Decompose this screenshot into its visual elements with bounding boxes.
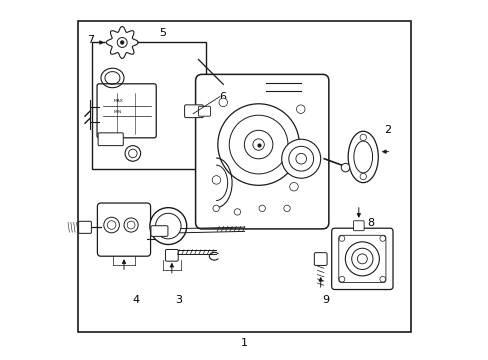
Circle shape — [351, 248, 372, 270]
Text: 3: 3 — [175, 295, 182, 305]
Text: 1: 1 — [241, 338, 247, 348]
FancyBboxPatch shape — [97, 203, 150, 256]
Text: MIN: MIN — [113, 110, 122, 114]
FancyBboxPatch shape — [184, 105, 203, 118]
Text: 6: 6 — [219, 92, 226, 102]
Circle shape — [124, 218, 138, 232]
Circle shape — [155, 213, 181, 239]
Ellipse shape — [347, 131, 378, 183]
Circle shape — [252, 139, 264, 150]
Text: 5: 5 — [159, 28, 166, 38]
Circle shape — [127, 221, 135, 229]
Circle shape — [212, 205, 219, 212]
Circle shape — [345, 242, 379, 276]
FancyBboxPatch shape — [98, 133, 123, 145]
Ellipse shape — [353, 141, 372, 173]
Circle shape — [117, 37, 127, 48]
Bar — [92, 42, 205, 169]
Circle shape — [107, 221, 116, 229]
Circle shape — [244, 130, 272, 159]
Polygon shape — [106, 27, 138, 58]
Circle shape — [125, 145, 141, 161]
Text: 7: 7 — [86, 35, 94, 45]
Circle shape — [283, 205, 290, 212]
Circle shape — [149, 208, 186, 244]
Circle shape — [128, 149, 137, 158]
Text: 8: 8 — [366, 217, 373, 228]
FancyBboxPatch shape — [353, 221, 364, 231]
Circle shape — [229, 115, 287, 174]
Text: 9: 9 — [322, 295, 329, 305]
FancyBboxPatch shape — [198, 106, 210, 116]
Circle shape — [281, 139, 320, 178]
Circle shape — [359, 134, 366, 141]
Circle shape — [339, 276, 344, 282]
Circle shape — [120, 41, 124, 44]
Circle shape — [295, 153, 306, 164]
Text: 2: 2 — [384, 125, 391, 135]
FancyBboxPatch shape — [338, 235, 385, 283]
Circle shape — [234, 209, 240, 215]
FancyBboxPatch shape — [79, 221, 91, 233]
Bar — [78, 21, 410, 332]
FancyBboxPatch shape — [165, 249, 178, 261]
Circle shape — [379, 236, 385, 241]
Circle shape — [359, 173, 366, 180]
FancyBboxPatch shape — [331, 228, 392, 289]
Circle shape — [103, 217, 119, 233]
Circle shape — [296, 105, 305, 113]
Circle shape — [341, 163, 349, 172]
Circle shape — [217, 104, 299, 185]
Circle shape — [288, 146, 313, 171]
Circle shape — [357, 254, 366, 264]
Circle shape — [212, 176, 220, 184]
Circle shape — [289, 183, 298, 191]
Circle shape — [339, 236, 344, 241]
Text: 4: 4 — [133, 295, 140, 305]
FancyBboxPatch shape — [151, 226, 167, 237]
FancyBboxPatch shape — [97, 84, 156, 138]
Circle shape — [219, 98, 227, 107]
Circle shape — [259, 205, 265, 212]
Circle shape — [379, 276, 385, 282]
FancyBboxPatch shape — [314, 253, 326, 265]
FancyBboxPatch shape — [195, 75, 328, 229]
Text: MAX: MAX — [113, 99, 123, 103]
